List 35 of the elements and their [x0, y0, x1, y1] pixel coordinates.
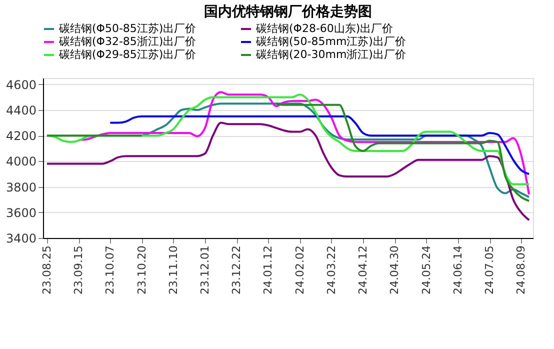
line-series: [46, 94, 530, 186]
x-tick-label: 24.05.24: [420, 246, 433, 294]
chart-title: 国内优特钢钢厂价格走势图: [204, 4, 372, 20]
x-tick-label: 23.12.01: [198, 246, 212, 294]
legend-label: 碳结钢(Φ29-85江苏)出厂价: [58, 48, 196, 61]
y-tick-label: 3600: [6, 206, 36, 220]
y-tick-label: 3800: [6, 180, 36, 194]
legend-label: 碳结钢(50-85mm江苏)出厂价: [255, 35, 406, 48]
legend-label: 碳结钢(Φ32-85浙江)出厂价: [58, 35, 196, 48]
x-tick-label: 23.08.25: [40, 246, 54, 294]
x-tick-label: 23.12.22: [230, 246, 244, 294]
y-tick-label: 4000: [6, 154, 36, 169]
line-series: [78, 91, 530, 196]
x-tick-label: 23.10.20: [135, 246, 148, 294]
x-tick-label: 23.11.10: [166, 246, 180, 294]
y-tick-label: 4400: [6, 104, 36, 118]
line-series: [109, 115, 530, 175]
x-tick-label: 23.09.15: [72, 246, 86, 294]
x-tick-label: 24.04.12: [356, 246, 370, 294]
y-tick-label: 3400: [6, 232, 36, 246]
line-series: [46, 122, 530, 222]
x-tick-label: 23.10.07: [104, 246, 117, 294]
x-tick-label: 24.03.22: [324, 246, 338, 294]
x-tick-label: 24.07.05: [483, 246, 496, 294]
line-series: [140, 102, 530, 198]
legend-label: 碳结钢(Φ28-60山东)出厂价: [255, 22, 394, 35]
legend-label: 碳结钢(20-30mm浙江)出厂价: [255, 48, 406, 61]
y-tick-label: 4200: [6, 129, 36, 144]
x-tick-label: 24.08.09: [514, 246, 528, 294]
x-tick-label: 24.06.14: [451, 246, 464, 294]
x-tick-label: 24.04.30: [388, 246, 402, 294]
x-tick-label: 24.01.12: [262, 246, 275, 294]
y-tick-label: 4600: [6, 78, 36, 92]
x-tick-label: 24.02.02: [293, 246, 306, 294]
legend-label: 碳结钢(Φ50-85江苏)出厂价: [58, 22, 196, 35]
